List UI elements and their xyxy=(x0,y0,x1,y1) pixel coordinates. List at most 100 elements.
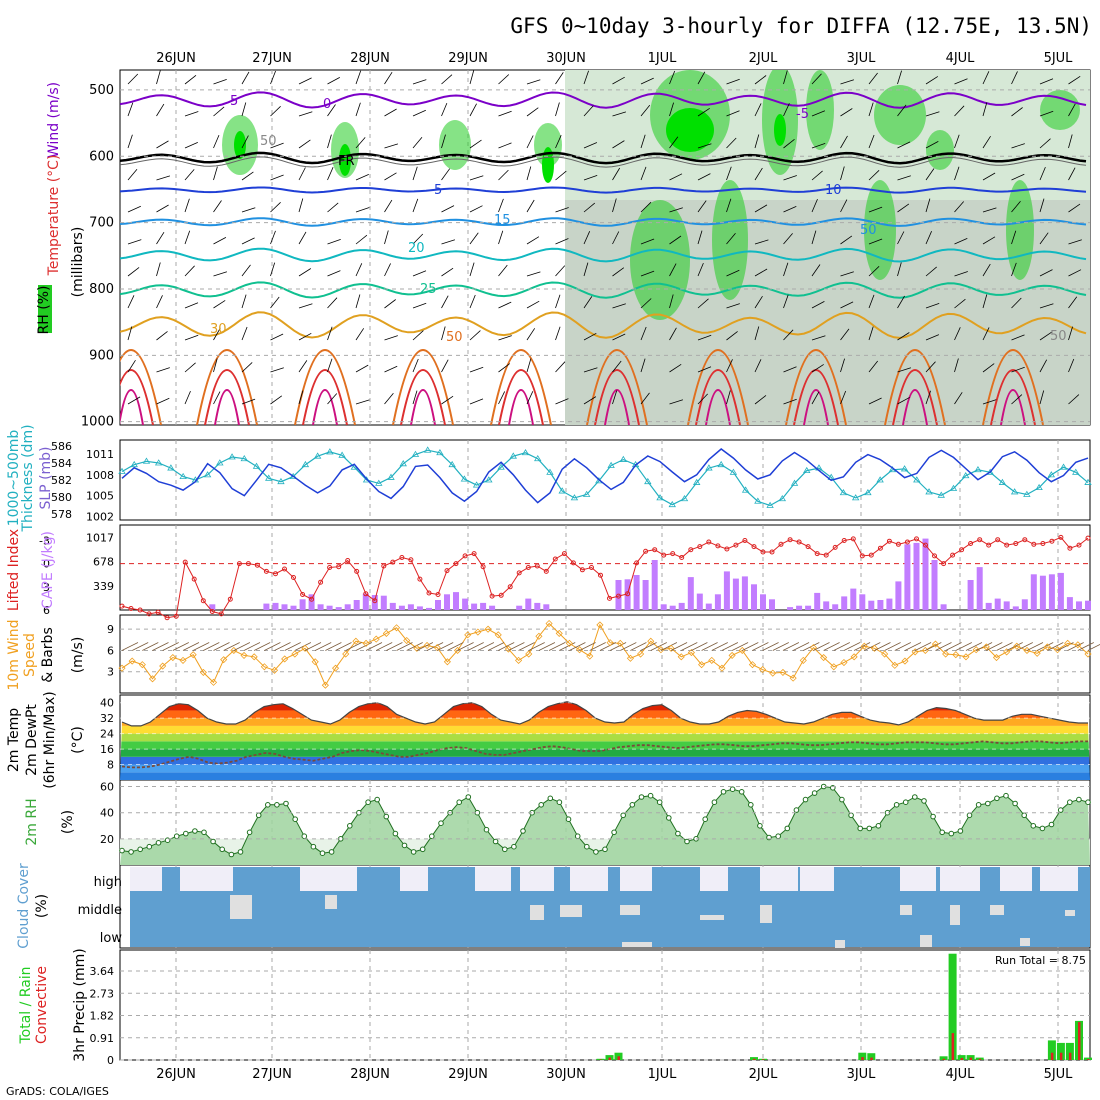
li-point xyxy=(507,584,513,590)
temp2m-tick: 8 xyxy=(107,759,114,772)
rh2m-point xyxy=(793,807,800,813)
wind10-barb xyxy=(884,642,901,651)
li-point xyxy=(733,542,739,548)
wind-barb xyxy=(954,238,968,245)
cape-bar xyxy=(209,604,216,610)
wind-barb xyxy=(412,166,418,181)
isotherm-5 xyxy=(120,186,1087,194)
li-point xyxy=(941,561,947,567)
wind-barb xyxy=(469,330,481,341)
wind10-barb xyxy=(538,642,556,651)
isotherm-25 xyxy=(120,311,1087,339)
rh2m-point xyxy=(319,850,326,857)
wind-barb xyxy=(384,263,391,277)
rh2m-point xyxy=(410,849,417,855)
thickness-line xyxy=(121,449,1089,507)
wind10-point xyxy=(545,619,553,628)
cloud-middle-gap xyxy=(230,895,252,919)
surface-isotherm-arch xyxy=(687,349,749,425)
wind-barb xyxy=(583,332,597,341)
cape-bar xyxy=(732,578,739,610)
contour-label: 50 xyxy=(1050,329,1067,344)
wind-barb xyxy=(298,303,313,309)
wind-barb xyxy=(184,198,190,213)
wind10-barb xyxy=(904,642,922,651)
wind-barb xyxy=(1011,334,1025,341)
temp2m-tick: 32 xyxy=(100,712,114,725)
wind-barb xyxy=(298,139,311,149)
thickness-point xyxy=(900,465,909,472)
wind10-point xyxy=(972,646,980,654)
wind-barb xyxy=(526,300,540,309)
wind10-point xyxy=(576,646,584,654)
wind-barb xyxy=(925,111,940,117)
contour-label: 25 xyxy=(420,282,437,297)
wind-barb xyxy=(184,111,199,117)
rh-shading-blob xyxy=(806,70,834,150)
li-point xyxy=(300,592,306,597)
thickness-tick: 578 xyxy=(51,508,72,521)
wind-barb xyxy=(298,268,312,277)
cape-bar xyxy=(651,560,658,610)
wind-barb xyxy=(726,269,740,277)
wind-barb xyxy=(327,270,341,277)
slp-tick: 1002 xyxy=(86,511,114,524)
li-point xyxy=(390,559,396,565)
cloud-level-label: low xyxy=(100,931,123,946)
wind-barb xyxy=(697,334,712,341)
wind10-point xyxy=(565,639,573,647)
wind-barb xyxy=(298,390,304,405)
cloud-high-gap xyxy=(1000,867,1032,891)
wind10-point xyxy=(1043,643,1051,651)
rh2m-point xyxy=(265,802,271,808)
wind10-barb xyxy=(762,642,779,651)
rh2m-point xyxy=(1012,800,1018,807)
wind-barb xyxy=(897,175,911,181)
thickness-point xyxy=(570,494,579,501)
temp2m-label-2: 2m DewPt xyxy=(24,704,40,776)
wind-barb xyxy=(726,359,733,373)
surface-isotherm-arch xyxy=(196,349,258,425)
wind-barb xyxy=(412,233,424,245)
wind-barb xyxy=(526,236,540,245)
wind10-point xyxy=(1033,649,1041,657)
wind10-point xyxy=(525,650,533,658)
wind-barb xyxy=(1011,230,1017,245)
wind-barb xyxy=(583,396,597,405)
wind-barb xyxy=(982,135,991,149)
wind10-barb xyxy=(579,642,596,651)
rh2m-point xyxy=(173,833,180,840)
wind10-barb xyxy=(325,642,342,651)
li-point xyxy=(309,596,315,602)
li-point xyxy=(173,613,179,619)
wind-barb xyxy=(184,302,199,309)
thickness-point xyxy=(1035,483,1043,491)
wind-barb xyxy=(754,75,767,85)
cape-bar xyxy=(696,593,703,610)
wind10-point xyxy=(423,641,431,650)
wind-barb xyxy=(412,137,423,149)
wind-barb xyxy=(526,391,534,405)
wind10-point xyxy=(413,644,421,652)
wind10-point xyxy=(667,644,675,652)
surface-isotherm-arch xyxy=(705,389,731,425)
wind10-barb xyxy=(457,642,474,651)
wind-barb xyxy=(498,335,512,341)
thickness-point xyxy=(448,460,456,468)
wind-barb xyxy=(441,205,455,213)
cape-bar xyxy=(435,600,441,610)
wind-barb xyxy=(811,335,826,341)
wind-barb xyxy=(897,295,905,309)
rh-shading-core xyxy=(774,114,786,146)
wind10-point xyxy=(148,675,157,683)
cape-bar xyxy=(805,605,812,610)
wind-barb xyxy=(754,268,768,277)
wind-barb xyxy=(555,135,562,149)
thickness-tick: 580 xyxy=(51,491,72,504)
surface-isotherm-arch xyxy=(594,369,640,425)
thickness-point xyxy=(154,459,163,466)
cape-bar xyxy=(751,584,757,610)
rh2m-point xyxy=(347,823,353,829)
wind10-point xyxy=(698,661,706,669)
rh2m-point xyxy=(274,802,280,808)
